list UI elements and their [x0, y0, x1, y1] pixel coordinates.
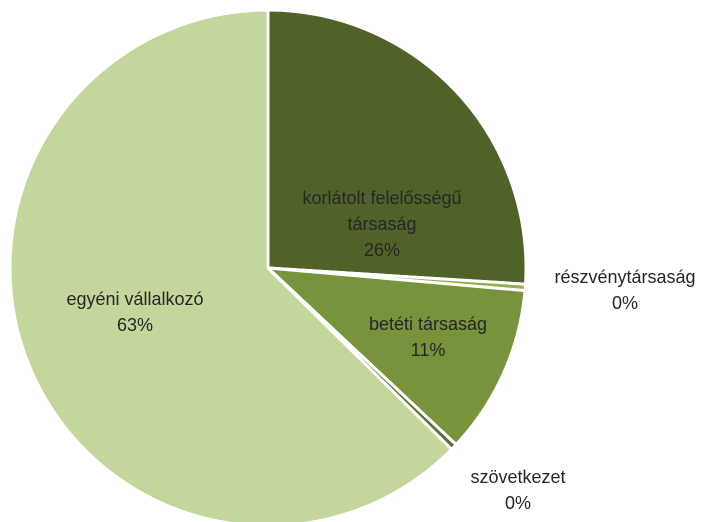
value-label: 63% [116, 315, 154, 335]
pie-slice [263, 266, 527, 447]
value-label: 11% [410, 340, 446, 360]
pie-slice [8, 8, 454, 522]
data-label: korlátolt felelősségű társaság 26% [267, 185, 497, 263]
category-label: egyéni vállalkozó [66, 289, 204, 309]
category-label: korlátolt felelősségű társaság [302, 188, 462, 234]
category-label: betéti társaság [368, 314, 488, 334]
value-label: 26% [363, 240, 401, 260]
data-label: egyéni vállalkozó 63% [25, 286, 245, 338]
data-label: betéti társaság 11% [338, 311, 518, 363]
data-label: részvénytársaság 0% [525, 264, 718, 316]
data-label: szövetkezet 0% [438, 464, 598, 516]
category-label: részvénytársaság [554, 267, 696, 287]
category-label: szövetkezet [470, 467, 566, 487]
pie-slice [266, 8, 528, 286]
value-label: 0% [504, 493, 531, 513]
value-label: 0% [611, 293, 638, 313]
